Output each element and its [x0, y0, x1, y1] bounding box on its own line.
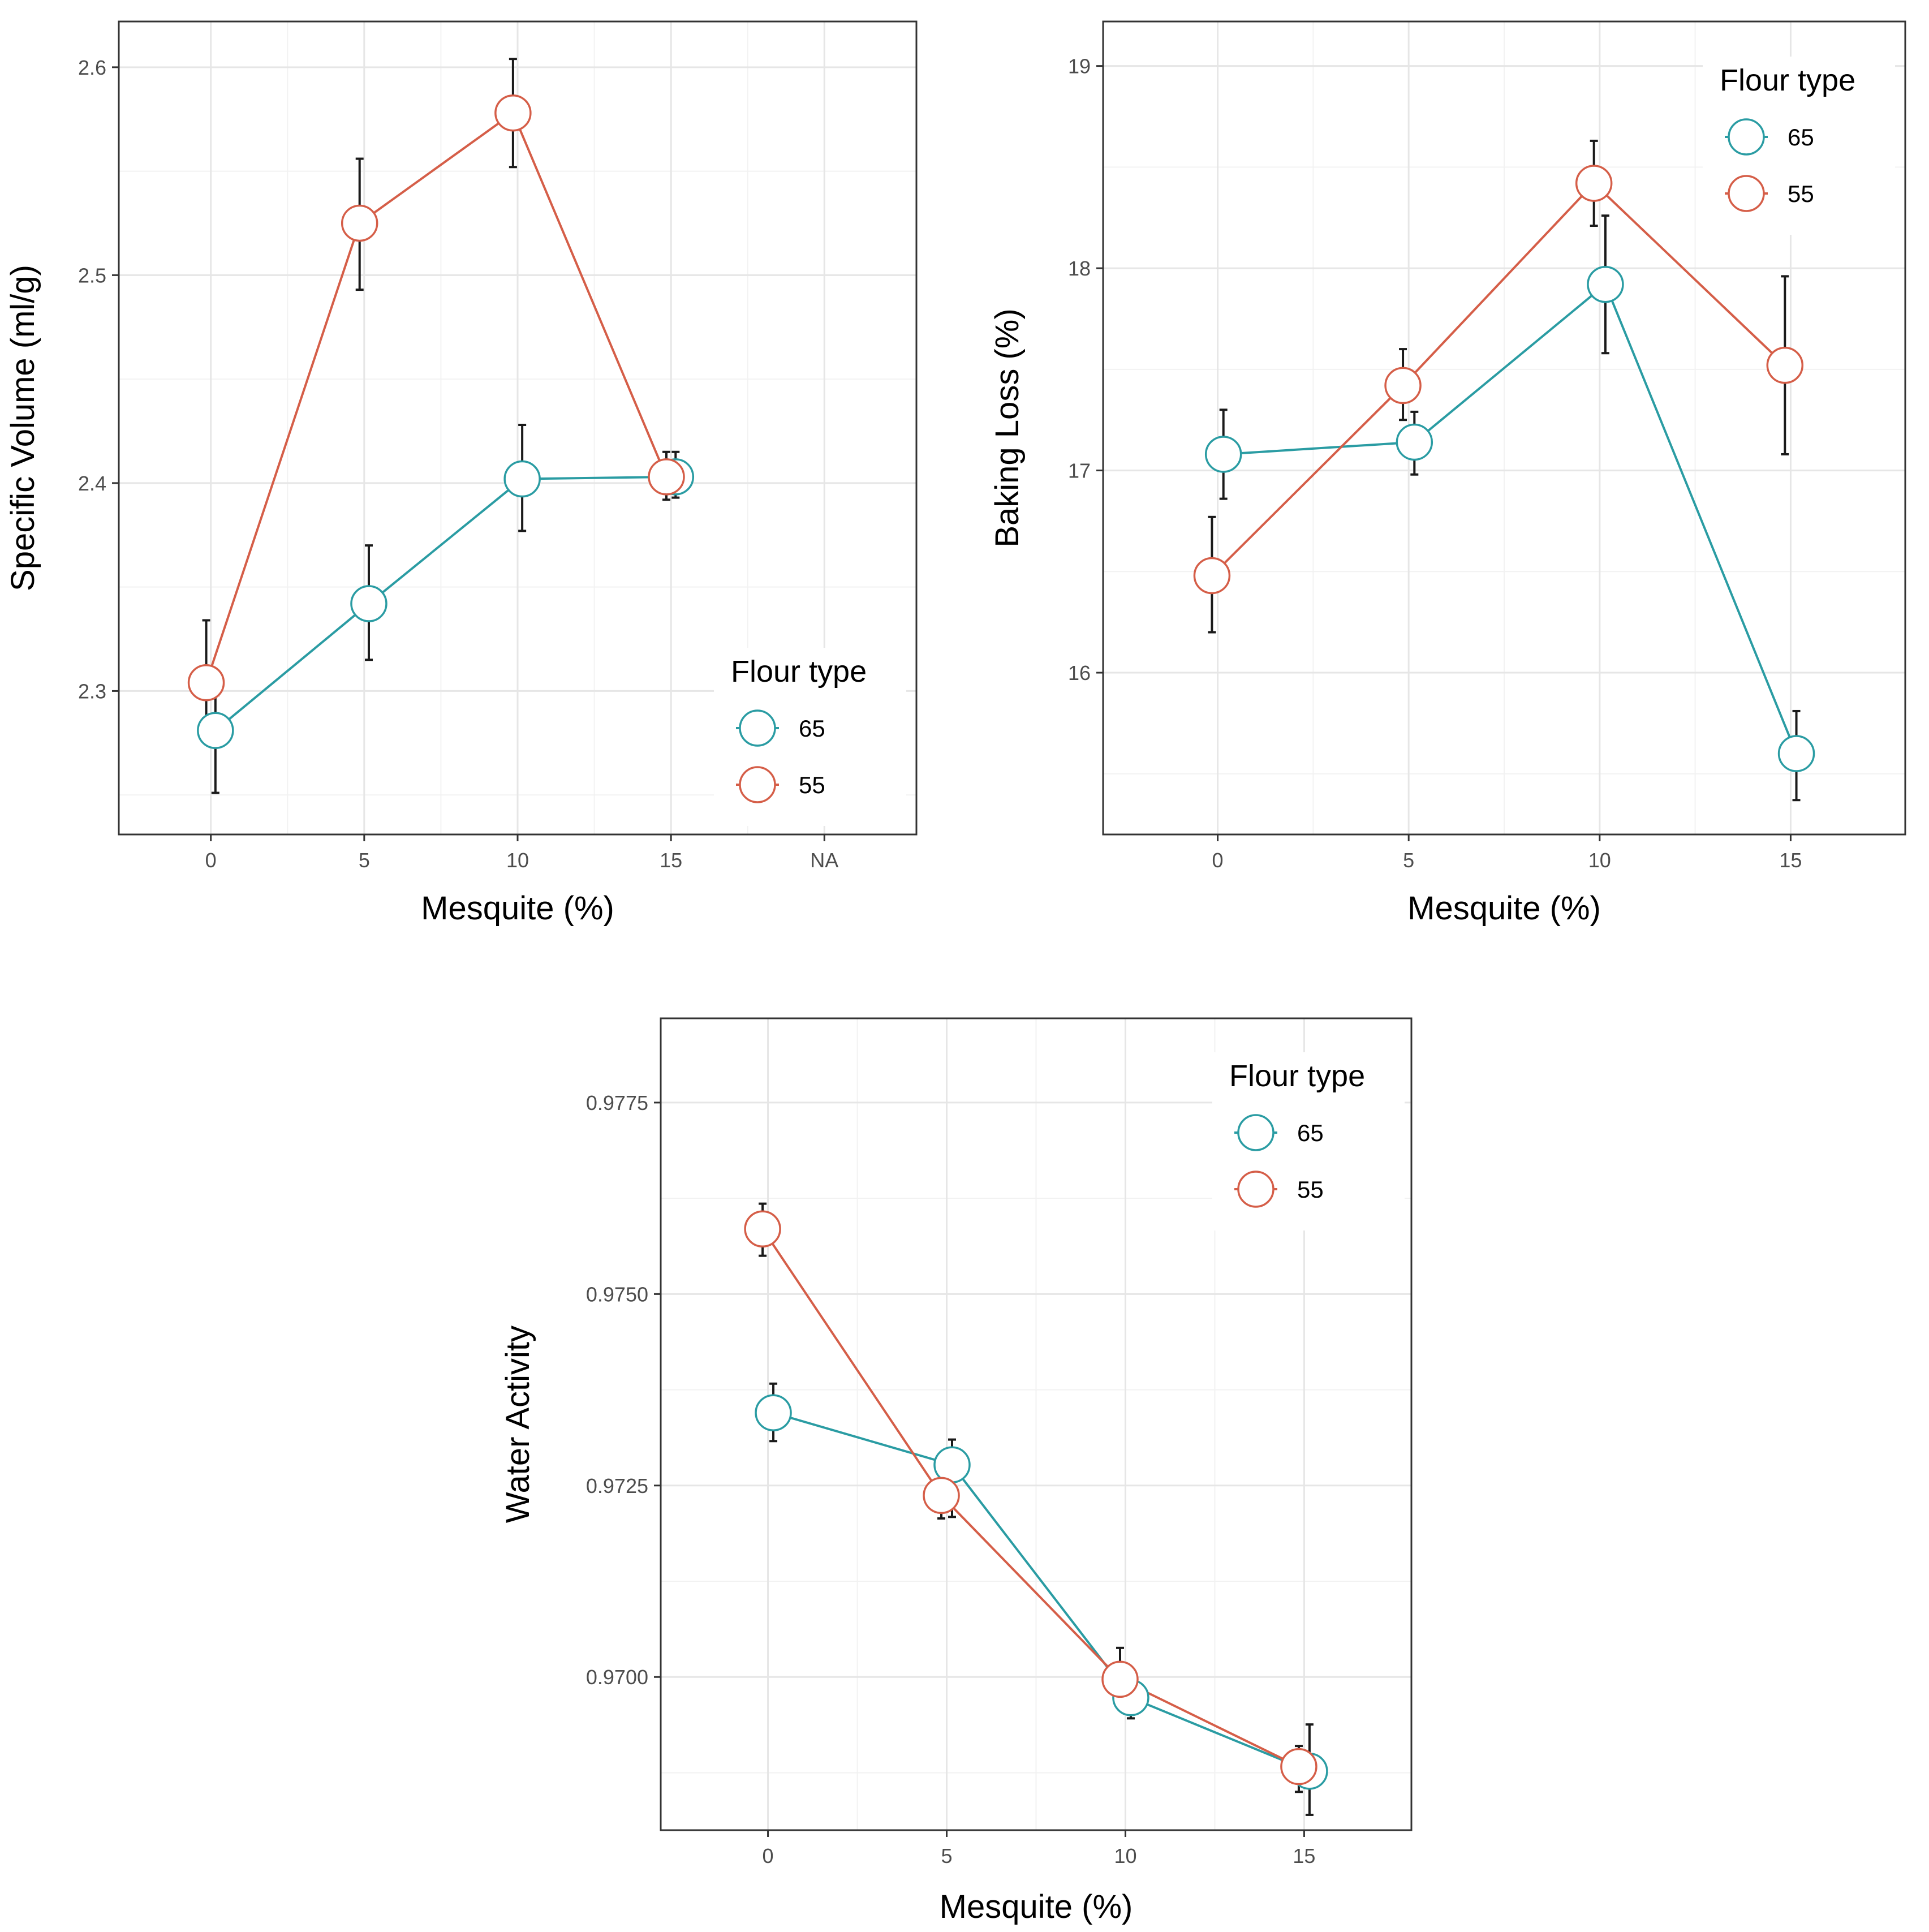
- data-point-55: [923, 1477, 960, 1514]
- series-line-65: [773, 1412, 1310, 1772]
- legend-key-point-55: [1728, 175, 1765, 212]
- legend-key-point-65: [1728, 118, 1765, 156]
- x-tick-label: 0: [1212, 849, 1224, 872]
- data-point-65: [1204, 436, 1242, 473]
- y-tick-labels-baking-loss: 16 17 18 19: [1068, 55, 1091, 685]
- y-tick-label: 2.6: [78, 56, 106, 79]
- data-point-55: [744, 1210, 781, 1248]
- x-axis-title: Mesquite (%): [940, 1888, 1133, 1925]
- chart-specific-volume: 2.3 2.4 2.5 2.6 0 5 10 15 NA Mesquite (%…: [5, 20, 918, 927]
- y-tick-label: 16: [1068, 661, 1091, 685]
- x-tick-label: 5: [941, 1844, 953, 1868]
- chart-baking-loss: 16 17 18 19 0 5 10 15 Mesquite (%) Bakin…: [989, 20, 1906, 927]
- y-tick-label: 2.4: [78, 472, 106, 495]
- data-point-55: [187, 664, 225, 702]
- y-tick-label: 17: [1068, 459, 1091, 483]
- y-tick-label: 19: [1068, 55, 1091, 78]
- panel-border: [1102, 20, 1906, 836]
- legend-label: 65: [799, 715, 825, 742]
- data-point-65: [1587, 265, 1624, 303]
- y-tick-label: 0.9725: [586, 1474, 648, 1498]
- data-point-65: [1396, 423, 1433, 461]
- chart-water-activity: 0.9700 0.9725 0.9750 0.9775 0 5 10 15 Me…: [500, 1017, 1413, 1925]
- legend-key-point-65: [739, 709, 776, 747]
- x-tick-labels-baking-loss: 0 5 10 15: [1212, 849, 1802, 872]
- legend-title: Flour type: [1720, 63, 1855, 97]
- legend-title: Flour type: [1229, 1059, 1365, 1093]
- legend-title: Flour type: [731, 655, 867, 689]
- data-point-55: [341, 204, 378, 242]
- legend-label: 55: [1297, 1176, 1324, 1203]
- legend-baking-loss: Flour type 65 55: [1720, 63, 1855, 207]
- legend-key-point-65: [1237, 1114, 1274, 1151]
- data-point-55: [1101, 1660, 1139, 1698]
- y-tick-label: 0.9700: [586, 1666, 648, 1689]
- data-point-65: [1777, 735, 1815, 772]
- series-line-65: [214, 475, 676, 732]
- legend-water-activity: Flour type 65 55: [1229, 1059, 1365, 1203]
- legend-label: 55: [1788, 180, 1814, 207]
- series-line-65: [1223, 282, 1798, 754]
- x-tick-label: 0: [205, 849, 217, 872]
- y-tick-label: 0.9775: [586, 1091, 648, 1115]
- data-point-65: [197, 712, 234, 749]
- series-line-55: [1211, 182, 1786, 576]
- x-axis-title: Mesquite (%): [1407, 890, 1601, 927]
- data-point-65: [350, 585, 387, 622]
- y-tick-label: 2.5: [78, 264, 106, 287]
- x-tick-label: 0: [763, 1844, 774, 1868]
- x-tick-label: NA: [810, 849, 838, 872]
- y-tick-labels-specific-volume: 2.3 2.4 2.5 2.6: [78, 56, 106, 703]
- y-axis-title: Baking Loss (%): [989, 308, 1026, 547]
- data-point-55: [1280, 1748, 1317, 1785]
- legend-key-point-55: [739, 766, 776, 803]
- series-line-55: [205, 111, 668, 683]
- x-tick-label: 10: [1114, 1844, 1136, 1868]
- legend-label: 55: [799, 772, 825, 798]
- legend-specific-volume: Flour type 65 55: [731, 655, 867, 798]
- data-point-65: [755, 1394, 792, 1431]
- data-point-55: [1193, 557, 1231, 595]
- data-point-65: [503, 460, 541, 498]
- y-tick-label: 2.3: [78, 679, 106, 703]
- series-line-55: [761, 1228, 1299, 1768]
- x-axis-title: Mesquite (%): [421, 890, 614, 927]
- x-tick-label: 15: [1293, 1844, 1315, 1868]
- y-axis-title: Specific Volume (ml/g): [5, 265, 41, 591]
- plot-area-specific-volume: [112, 20, 918, 841]
- data-point-55: [1384, 367, 1422, 405]
- legend-key-point-55: [1237, 1171, 1274, 1208]
- panel-border: [660, 1017, 1413, 1831]
- legend-label: 65: [1788, 124, 1814, 150]
- legend-label: 65: [1297, 1120, 1324, 1146]
- x-tick-label: 10: [1588, 849, 1611, 872]
- x-tick-labels-specific-volume: 0 5 10 15 NA: [205, 849, 839, 872]
- y-axis-title: Water Activity: [500, 1326, 536, 1523]
- x-tick-label: 5: [1403, 849, 1414, 872]
- y-tick-label: 0.9750: [586, 1283, 648, 1306]
- x-tick-labels-water-activity: 0 5 10 15: [763, 1844, 1316, 1868]
- data-point-55: [648, 458, 685, 496]
- y-tick-label: 18: [1068, 257, 1091, 280]
- plot-area-baking-loss: [1096, 20, 1906, 841]
- y-tick-labels-water-activity: 0.9700 0.9725 0.9750 0.9775: [586, 1091, 648, 1689]
- x-tick-label: 15: [660, 849, 682, 872]
- data-point-55: [1575, 165, 1613, 202]
- data-point-55: [494, 94, 532, 132]
- x-tick-label: 15: [1779, 849, 1802, 872]
- data-point-55: [1766, 346, 1804, 384]
- x-tick-label: 5: [359, 849, 370, 872]
- plot-area-water-activity: [654, 1017, 1413, 1837]
- x-tick-label: 10: [506, 849, 529, 872]
